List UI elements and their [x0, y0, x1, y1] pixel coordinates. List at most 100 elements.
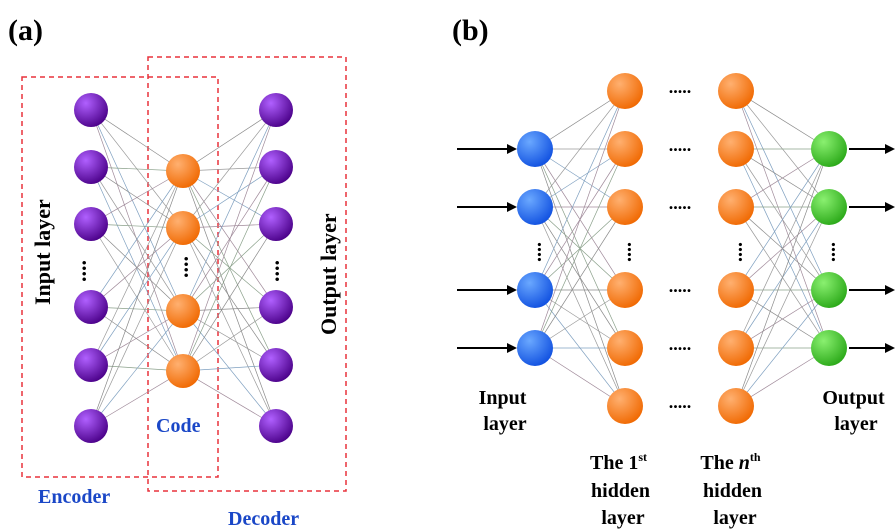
hidden1-node — [607, 388, 643, 424]
input-hidden-edge — [534, 206, 626, 407]
encoder-edge — [90, 109, 184, 372]
vertical-ellipsis: .... — [725, 242, 747, 262]
nodes-panel-a — [74, 93, 293, 443]
decoder-edge — [182, 170, 277, 427]
hidden-output-edge — [735, 206, 830, 407]
output-node — [259, 348, 293, 382]
hiddenN-label-line3: layer — [713, 507, 756, 529]
hidden-output-edge — [735, 289, 830, 407]
edges-panel-b — [534, 90, 830, 407]
decoder-edge — [182, 109, 277, 172]
input-node — [517, 189, 553, 225]
encoder-edge — [90, 370, 184, 427]
decoder-edge — [182, 310, 277, 427]
encoder-label: Encoder — [38, 486, 110, 508]
encoder-edge — [90, 310, 184, 366]
input-node — [517, 272, 553, 308]
encoder-edge — [90, 170, 184, 308]
arrows-panel-b — [457, 144, 895, 353]
output-node — [259, 290, 293, 324]
vertical-ellipsis: .... — [614, 242, 636, 262]
ellipsis-output-layer: .... — [259, 260, 284, 282]
input-layer-label: Input layer — [30, 199, 55, 305]
output-node — [259, 150, 293, 184]
decoder-edge — [182, 370, 277, 427]
output-node — [811, 131, 847, 167]
encoder-edge — [90, 170, 184, 225]
encoder-edge — [90, 166, 184, 372]
panel-a: (a) .... .... .... Input layer Output la… — [8, 14, 347, 529]
hiddenN-node — [718, 131, 754, 167]
panel-a-label: (a) — [8, 14, 43, 47]
hiddenN-label: The nth hidden layer — [700, 444, 767, 529]
input-node — [74, 207, 108, 241]
code-node — [166, 211, 200, 245]
hidden1-label-text: The 1 — [590, 452, 638, 474]
hidden1-label: The 1st hidden layer — [590, 444, 655, 529]
input-node — [74, 93, 108, 127]
encoder-edge — [90, 170, 184, 427]
hiddenN-node — [718, 330, 754, 366]
output-node — [259, 207, 293, 241]
decoder-edge — [182, 109, 277, 372]
ellipsis-input-layer: .... — [66, 260, 91, 282]
hidden1-node — [607, 330, 643, 366]
output-label: Output layer — [822, 387, 889, 435]
hidden-ellipsis: ..... — [669, 135, 692, 155]
decoder-edge — [182, 166, 277, 312]
hidden1-node — [607, 272, 643, 308]
input-hidden-edge — [534, 90, 626, 349]
input-hidden-edge — [534, 90, 626, 291]
output-node — [811, 330, 847, 366]
hiddenN-node — [718, 272, 754, 308]
hidden-output-edge — [735, 90, 830, 150]
encoder-edge — [90, 227, 184, 366]
input-hidden-edge — [534, 206, 626, 349]
hiddenN-node — [718, 73, 754, 109]
decoder-edge — [182, 227, 277, 427]
hidden-output-edge — [735, 148, 830, 349]
output-node — [259, 93, 293, 127]
decoder-box — [147, 56, 347, 492]
code-node — [166, 354, 200, 388]
decoder-label: Decoder — [228, 508, 299, 529]
encoder-edge — [90, 227, 184, 427]
encoder-edge — [90, 306, 184, 372]
hidden1-label-line2: hidden — [591, 480, 650, 502]
hidden-output-edge — [735, 289, 830, 349]
input-node — [74, 409, 108, 443]
hidden-ellipsis: ..... — [669, 392, 692, 412]
decoder-edge — [182, 223, 277, 372]
hiddenN-label-line2: hidden — [703, 480, 762, 502]
hidden1-label-line3: layer — [601, 507, 644, 529]
output-label-line1: Output — [822, 387, 885, 409]
hidden-output-edge — [735, 148, 830, 208]
code-label: Code — [156, 415, 201, 437]
input-label: Input layer — [479, 387, 532, 435]
output-label-line2: layer — [834, 413, 877, 435]
input-node — [74, 150, 108, 184]
hidden-output-edge — [735, 90, 830, 291]
input-node — [517, 131, 553, 167]
encoder-box — [21, 76, 219, 478]
decoder-edge — [182, 166, 277, 372]
hidden-output-edge — [735, 148, 830, 407]
input-label-line2: layer — [483, 413, 526, 435]
encoder-edge — [90, 109, 184, 172]
hidden-ellipsis: ..... — [669, 77, 692, 97]
hidden-output-edge — [735, 148, 830, 291]
output-node — [811, 189, 847, 225]
input-label-line1: Input — [479, 387, 527, 409]
decoder-edge — [182, 223, 277, 312]
input-node — [74, 290, 108, 324]
code-node — [166, 154, 200, 188]
output-node — [259, 409, 293, 443]
ellipsis-code-layer: .... — [168, 256, 193, 278]
panel-b-label: (b) — [452, 14, 489, 47]
ellipses-panel-b: ........................................… — [524, 77, 840, 412]
hiddenN-label-text: The — [700, 452, 738, 474]
hiddenN-label-sup: th — [750, 450, 761, 464]
encoder-edge — [90, 310, 184, 427]
hidden-ellipsis: ..... — [669, 334, 692, 354]
